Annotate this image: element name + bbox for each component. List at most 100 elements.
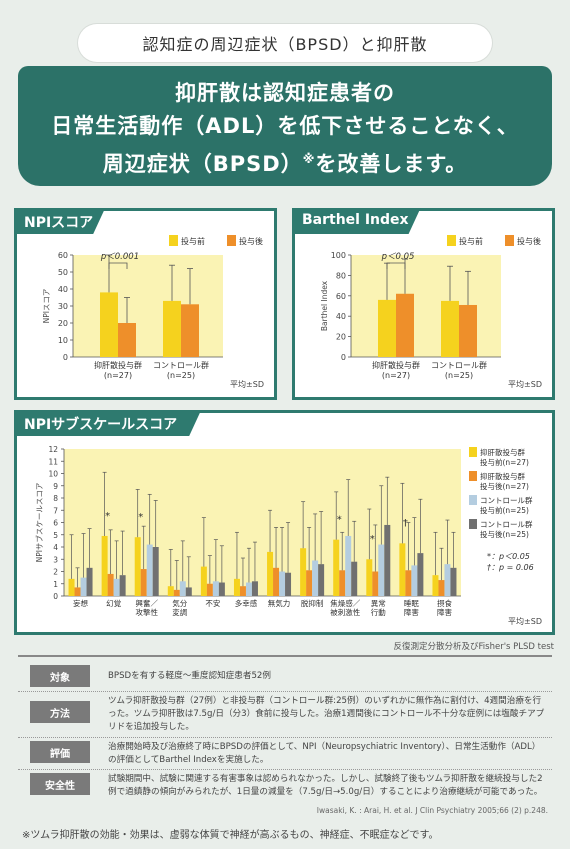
significance-marker: * <box>105 511 110 522</box>
bar <box>245 582 252 596</box>
plot-area <box>64 449 461 596</box>
citation: Iwasaki, K. : Arai, H. et al. J Clin Psy… <box>316 806 548 815</box>
bar <box>80 577 87 596</box>
bar <box>251 581 258 596</box>
bar <box>372 571 379 596</box>
bar <box>68 578 75 596</box>
y-tick-label: 60 <box>58 251 68 260</box>
x-tick-label: 睡眠 <box>404 599 419 608</box>
y-tick-label: 3 <box>53 555 58 564</box>
legend-label: 投与前 <box>459 236 483 246</box>
significance-label: p＜0.05 <box>381 252 415 262</box>
bar <box>285 572 292 596</box>
x-tick-label: 幻覚 <box>106 598 121 608</box>
npi-score-panel: NPIスコア 0 10 20 30 40 50 60 NPIスコア 抑肝散投与群 (n=27) コン… <box>14 208 277 400</box>
y-tick-label: 60 <box>336 292 346 301</box>
bar <box>444 564 451 596</box>
legend-swatch <box>447 235 456 246</box>
bar <box>300 548 307 596</box>
y-axis-label: Barthel Index <box>320 280 329 331</box>
legend-label: 投与後 <box>517 236 541 246</box>
info-text: ツムラ抑肝散投与群（27例）と非投与群（コントロール群:25例）のいずれかに無作… <box>108 696 545 732</box>
bar <box>206 583 213 596</box>
y-tick-label: 0 <box>53 592 58 601</box>
y-tick-label: 50 <box>58 268 68 277</box>
bar <box>396 293 414 357</box>
y-tick-label: 80 <box>336 271 346 280</box>
bar <box>378 544 385 596</box>
bar <box>119 575 126 596</box>
x-tick-label: コントロール群 <box>153 360 209 370</box>
bar <box>233 578 240 596</box>
legend-label: 投与前 <box>181 236 205 246</box>
bar <box>441 300 459 357</box>
info-label: 安全性 <box>30 773 90 795</box>
x-tick-label: (n=27) <box>104 371 132 380</box>
study-info-table: 対象 BPSDを有する軽度〜重度認知症患者52例 方法 ツムラ抑肝散投与群（27… <box>18 655 552 817</box>
y-tick-label: 40 <box>58 285 68 294</box>
significance-bracket <box>108 262 128 269</box>
legend-swatch <box>469 495 477 505</box>
legend-label: 投与後(n=27) <box>480 481 529 491</box>
bar <box>152 547 159 596</box>
y-tick-label: 30 <box>58 302 68 311</box>
x-tick-label: (n=25) <box>445 371 473 380</box>
info-text: BPSDを有する軽度〜重度認知症患者52例 <box>108 671 271 681</box>
legend-swatch <box>469 447 477 457</box>
barthel-index-panel: Barthel Index 0 20 40 60 80 100 Barthel Index 抑… <box>292 208 555 400</box>
y-tick-label: 7 <box>53 506 58 515</box>
y-tick-label: 40 <box>336 312 346 321</box>
bar <box>384 524 391 596</box>
bar <box>432 575 439 596</box>
significance-marker: * <box>138 512 143 523</box>
headline-line-1: 抑肝散は認知症患者の <box>175 81 395 105</box>
significance-legend: †：p = 0.06 <box>487 563 534 572</box>
y-tick-label: 2 <box>53 568 58 577</box>
y-tick-label: 8 <box>53 494 58 503</box>
x-tick-label: 抑肝散投与群 <box>372 360 420 370</box>
bar <box>179 581 186 596</box>
y-tick-label: 1 <box>53 580 58 589</box>
x-tick-label: 焦燥感／ <box>330 598 360 608</box>
y-axis-label: NPIサブスケールスコア <box>34 483 44 563</box>
bar <box>459 304 477 357</box>
y-tick-label: 100 <box>331 251 346 260</box>
legend-swatch <box>469 519 477 529</box>
y-tick-label: 12 <box>48 445 58 454</box>
bar <box>173 589 180 596</box>
bar <box>318 564 325 596</box>
footnote-mark: ※ <box>302 152 316 166</box>
divider <box>18 737 552 738</box>
bar <box>450 567 457 596</box>
info-label: 方法 <box>30 701 90 723</box>
info-text: 治療開始時及び治療終了時にBPSDの評価として、NPI（Neuropsychia… <box>108 742 541 765</box>
info-label: 対象 <box>30 665 90 687</box>
bar <box>134 537 141 596</box>
y-tick-label: 0 <box>341 353 346 362</box>
y-tick-label: 20 <box>58 319 68 328</box>
y-axis-label: NPIスコア <box>42 289 51 324</box>
bar <box>86 567 93 596</box>
x-tick-label: 異常 <box>371 599 386 608</box>
divider <box>18 769 552 770</box>
npi-subscale-tab: NPIサブスケールスコア <box>14 410 201 436</box>
legend-label: 抑肝散投与群 <box>480 447 525 457</box>
bar <box>185 587 192 596</box>
bar <box>118 323 136 357</box>
legend-swatch <box>505 235 514 246</box>
bar <box>163 300 181 357</box>
y-tick-label: 11 <box>48 457 58 466</box>
bar <box>218 582 225 596</box>
significance-label: p＜0.001 <box>100 252 139 262</box>
bar <box>366 559 373 596</box>
bar <box>351 561 358 596</box>
legend-label: 投与後(n=25) <box>480 529 529 539</box>
mean-sd-note: 平均±SD <box>230 379 264 389</box>
x-tick-label: 行動 <box>371 607 386 617</box>
significance-legend: *：p＜0.05 <box>487 552 530 561</box>
barthel-index-chart: 0 20 40 60 80 100 Barthel Index 抑肝散投与群(n=27) コント… <box>320 235 542 389</box>
y-tick-label: 5 <box>53 531 58 540</box>
x-tick-label: 無気力 <box>268 598 291 608</box>
legend-label: 投与後 <box>239 236 263 246</box>
